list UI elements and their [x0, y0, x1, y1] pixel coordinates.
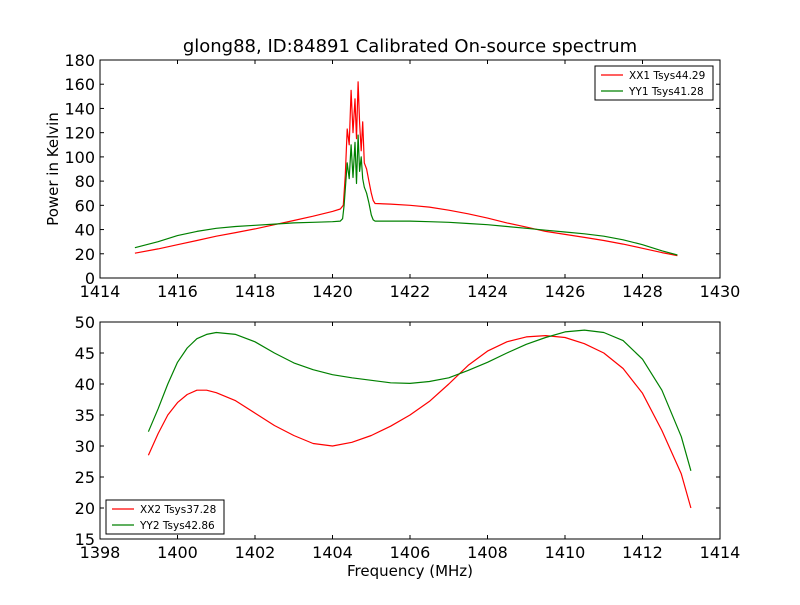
legend: XX2 Tsys37.28 YY2 Tsys42.86	[105, 499, 225, 535]
y-tick-label: 140	[64, 99, 95, 118]
x-tick-label: 1416	[157, 282, 198, 301]
legend-label: XX1 Tsys44.29	[629, 70, 705, 82]
x-tick-label: 1414	[700, 543, 741, 562]
x-tick-label: 1428	[622, 282, 663, 301]
y-tick-label: 20	[75, 499, 95, 518]
x-tick-label: 1420	[312, 282, 353, 301]
y-axis-label: Power in Kelvin	[44, 112, 62, 226]
y-tick-label: 40	[75, 375, 95, 394]
chart-panel-1: 1414 1416 1418 1420 1422 1424 1426 1428 1430 0 20 4…	[44, 36, 740, 301]
y-tick-label: 35	[75, 406, 95, 425]
y-tick-label: 160	[64, 75, 95, 94]
y-tick-label: 20	[75, 245, 95, 264]
legend-label: YY1 Tsys41.28	[628, 86, 704, 98]
legend: XX1 Tsys44.29 YY1 Tsys41.28	[594, 65, 714, 101]
x-tick-label: 1404	[312, 543, 353, 562]
series-line-2-2	[147, 329, 692, 471]
series-line-2-1	[147, 335, 692, 509]
y-tick-label: 30	[75, 437, 95, 456]
y-tick-label: 0	[85, 269, 95, 288]
y-tick-label: 120	[64, 124, 95, 143]
x-tick-label: 1426	[545, 282, 586, 301]
legend-label: YY2 Tsys42.86	[139, 520, 215, 532]
x-tick-label: 1410	[545, 543, 586, 562]
y-tick-label: 45	[75, 344, 95, 363]
y-tick-label: 180	[64, 51, 95, 70]
x-tick-label: 1402	[235, 543, 276, 562]
legend-label: XX2 Tsys37.28	[140, 504, 216, 516]
legend-box	[105, 499, 225, 535]
x-tick-label: 1400	[157, 543, 198, 562]
chart-panel-2: 1398 1400 1402 1404 1406 1408 1410 1412 1414 15 20…	[75, 313, 741, 580]
x-tick-label: 1406	[390, 543, 431, 562]
y-tick-label: 50	[75, 313, 95, 332]
chart-title: glong88, ID:84891 Calibrated On-source s…	[183, 36, 637, 57]
x-tick-label: 1422	[390, 282, 431, 301]
legend-box	[594, 65, 714, 101]
y-tick-label: 15	[75, 530, 95, 549]
y-tick-label: 40	[75, 221, 95, 240]
y-tick-label: 60	[75, 196, 95, 215]
y-tick-label: 80	[75, 172, 95, 191]
series-line-1-2	[134, 134, 678, 256]
x-tick-label: 1424	[467, 282, 508, 301]
y-tick-label: 100	[64, 148, 95, 167]
x-tick-label: 1430	[700, 282, 741, 301]
x-tick-label: 1418	[235, 282, 276, 301]
x-tick-label: 1412	[622, 543, 663, 562]
series-line-1-1	[134, 81, 678, 257]
x-axis-label: Frequency (MHz)	[347, 562, 473, 580]
x-tick-label: 1408	[467, 543, 508, 562]
x-tick-label: 1398	[80, 543, 121, 562]
x-tick-label: 1414	[80, 282, 121, 301]
y-tick-label: 25	[75, 468, 95, 487]
